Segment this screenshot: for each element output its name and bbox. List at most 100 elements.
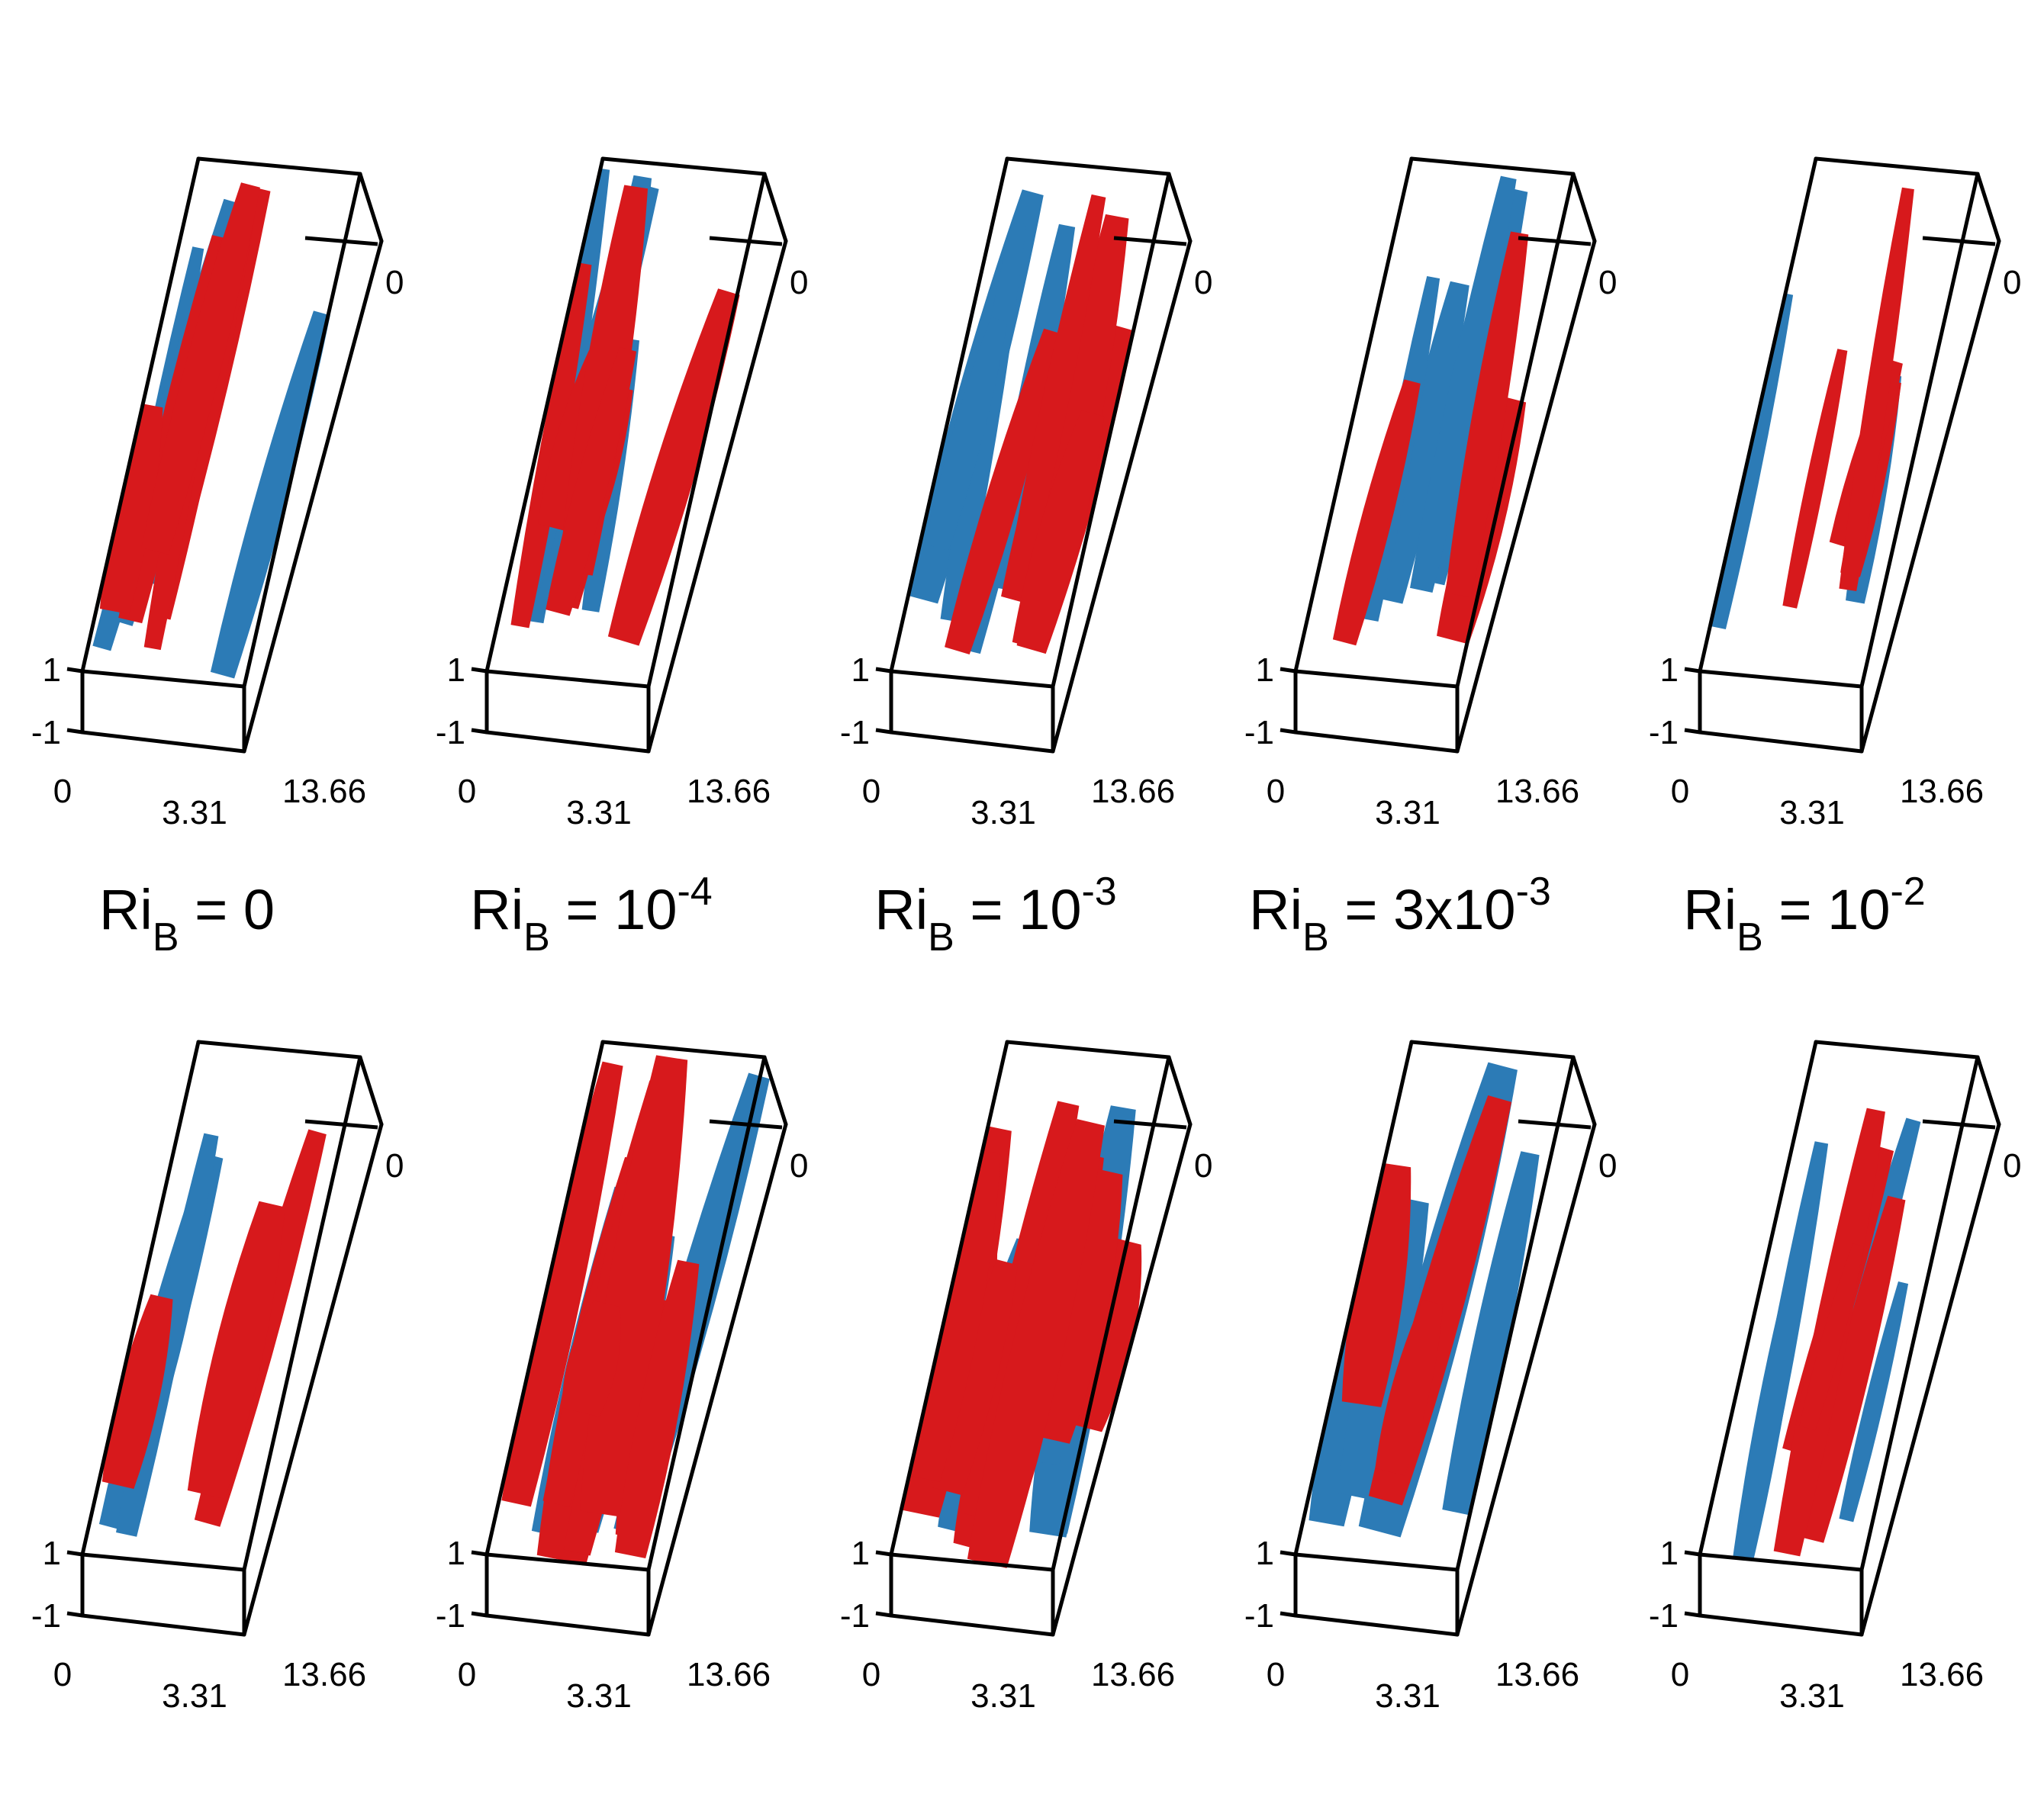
z-tick-label: 0 xyxy=(2003,1147,2021,1185)
positive-streak xyxy=(967,1119,1105,1568)
x-tick-mid-label: 3.31 xyxy=(1375,794,1440,831)
positive-streak xyxy=(959,1101,1080,1519)
y-tick-upper-label: 1 xyxy=(447,1535,465,1572)
z-tick xyxy=(1518,1119,1592,1130)
box-edge xyxy=(484,730,651,754)
box-edge xyxy=(358,1055,384,1127)
box-edge xyxy=(646,172,767,689)
positive-streak xyxy=(1799,1243,1865,1431)
x-tick-end-label: 13.66 xyxy=(1900,773,1984,810)
y-tick-lower xyxy=(1684,1611,1701,1618)
ri-label-ri1e-3: RiB = 10-3 xyxy=(874,870,1116,960)
z-tick xyxy=(709,236,783,246)
box-edge xyxy=(762,1055,788,1127)
box-edge xyxy=(1814,156,1980,176)
panel-top-ri1e-2: 0 1 -1 0 3.31 13.66 xyxy=(1649,156,2021,831)
x-tick-mid-label: 3.31 xyxy=(1779,1677,1845,1715)
box-edge xyxy=(484,1552,651,1572)
ri-subscript: B xyxy=(523,915,550,960)
y-tick-lower-label: -1 xyxy=(840,1597,870,1635)
box-edge xyxy=(1698,730,1864,754)
panel-bottom-ri3e-3: 0 1 -1 0 3.31 13.66 xyxy=(1244,1040,1617,1715)
z-tick-label: 0 xyxy=(1598,264,1617,301)
positive-streak xyxy=(101,1294,173,1490)
isosurfaces xyxy=(98,1129,327,1537)
ri-equation: = 3x10 xyxy=(1329,878,1516,941)
box-edge xyxy=(1293,669,1460,689)
x-tick-start-label: 0 xyxy=(1671,773,1689,810)
positive-streak xyxy=(1012,410,1105,651)
y-tick-upper xyxy=(471,1550,488,1557)
box-edge xyxy=(80,1040,201,1557)
box-edge xyxy=(1571,1055,1597,1127)
ri-label-ri1e-2: RiB = 10-2 xyxy=(1683,870,1925,960)
positive-streak xyxy=(1375,1299,1444,1476)
ri-subscript: B xyxy=(1302,915,1329,960)
x-tick-mid-label: 3.31 xyxy=(1779,794,1845,831)
box-edge xyxy=(1293,1040,1414,1557)
positive-streak xyxy=(501,1061,623,1507)
box-edge xyxy=(1051,1055,1171,1572)
box-edge xyxy=(242,1055,362,1572)
ri-exponent: -3 xyxy=(1516,870,1551,914)
box-edge xyxy=(1455,172,1576,689)
y-tick-lower-label: -1 xyxy=(436,1597,465,1635)
x-tick-end-label: 13.66 xyxy=(1495,1656,1579,1693)
ri-equation: = 10 xyxy=(1763,878,1891,941)
box-edge xyxy=(1455,1055,1576,1572)
z-tick-label: 0 xyxy=(1598,1147,1617,1185)
box-edge xyxy=(762,172,788,243)
negative-streak xyxy=(925,317,1008,551)
box-edge xyxy=(1698,1552,1864,1572)
y-tick-lower-label: -1 xyxy=(31,1597,61,1635)
x-tick-mid-label: 3.31 xyxy=(1375,1677,1440,1715)
box-edge xyxy=(889,1613,1055,1637)
positive-streak xyxy=(562,1301,621,1417)
positive-streak xyxy=(1332,379,1421,646)
isosurfaces xyxy=(1710,187,1914,630)
y-tick-upper-label: 1 xyxy=(1256,1535,1274,1572)
ri-label-ri0: RiB = 0 xyxy=(99,878,275,960)
x-tick-end-label: 13.66 xyxy=(282,1656,366,1693)
ri-base: Ri xyxy=(1683,878,1737,941)
box-edge xyxy=(889,730,1055,754)
box-edge xyxy=(600,156,767,176)
box-edge xyxy=(1859,1122,2001,1637)
z-tick xyxy=(1922,1119,1996,1130)
box-edge xyxy=(1051,1122,1193,1637)
z-tick xyxy=(1113,236,1187,246)
y-tick-lower-label: -1 xyxy=(1649,714,1679,751)
positive-streak xyxy=(1839,187,1914,592)
ri-exponent: -2 xyxy=(1890,870,1925,914)
box-edge xyxy=(1698,669,1864,689)
x-tick-mid-label: 3.31 xyxy=(566,1677,632,1715)
panel-top-ri1e-3: 0 1 -1 0 3.31 13.66 xyxy=(840,156,1212,831)
y-tick-lower-label: -1 xyxy=(1244,1597,1274,1635)
y-tick-upper xyxy=(1280,1550,1296,1557)
negative-streak xyxy=(1410,175,1517,593)
z-tick-label: 0 xyxy=(385,1147,404,1185)
box-edge xyxy=(242,172,362,689)
box-edge xyxy=(646,1122,788,1637)
box-edge xyxy=(484,1613,651,1637)
y-tick-upper-label: 1 xyxy=(851,651,870,689)
x-tick-end-label: 13.66 xyxy=(687,773,771,810)
ri-subscript: B xyxy=(928,915,954,960)
box-edge xyxy=(1293,1613,1460,1637)
z-tick xyxy=(304,1119,378,1130)
x-tick-end-label: 13.66 xyxy=(687,1656,771,1693)
box-edge xyxy=(1455,239,1597,754)
box-edge xyxy=(80,669,246,689)
positive-streak xyxy=(579,1055,688,1518)
z-tick xyxy=(709,1119,783,1130)
y-tick-upper-label: 1 xyxy=(43,1535,61,1572)
x-tick-start-label: 0 xyxy=(53,773,72,810)
z-tick xyxy=(1518,236,1592,246)
isosurfaces xyxy=(510,167,740,646)
ri-base: Ri xyxy=(874,878,928,941)
box-edge xyxy=(1455,1122,1597,1637)
negative-streak xyxy=(1442,1151,1540,1516)
positive-streak xyxy=(1003,194,1106,599)
z-tick-label: 0 xyxy=(2003,264,2021,301)
